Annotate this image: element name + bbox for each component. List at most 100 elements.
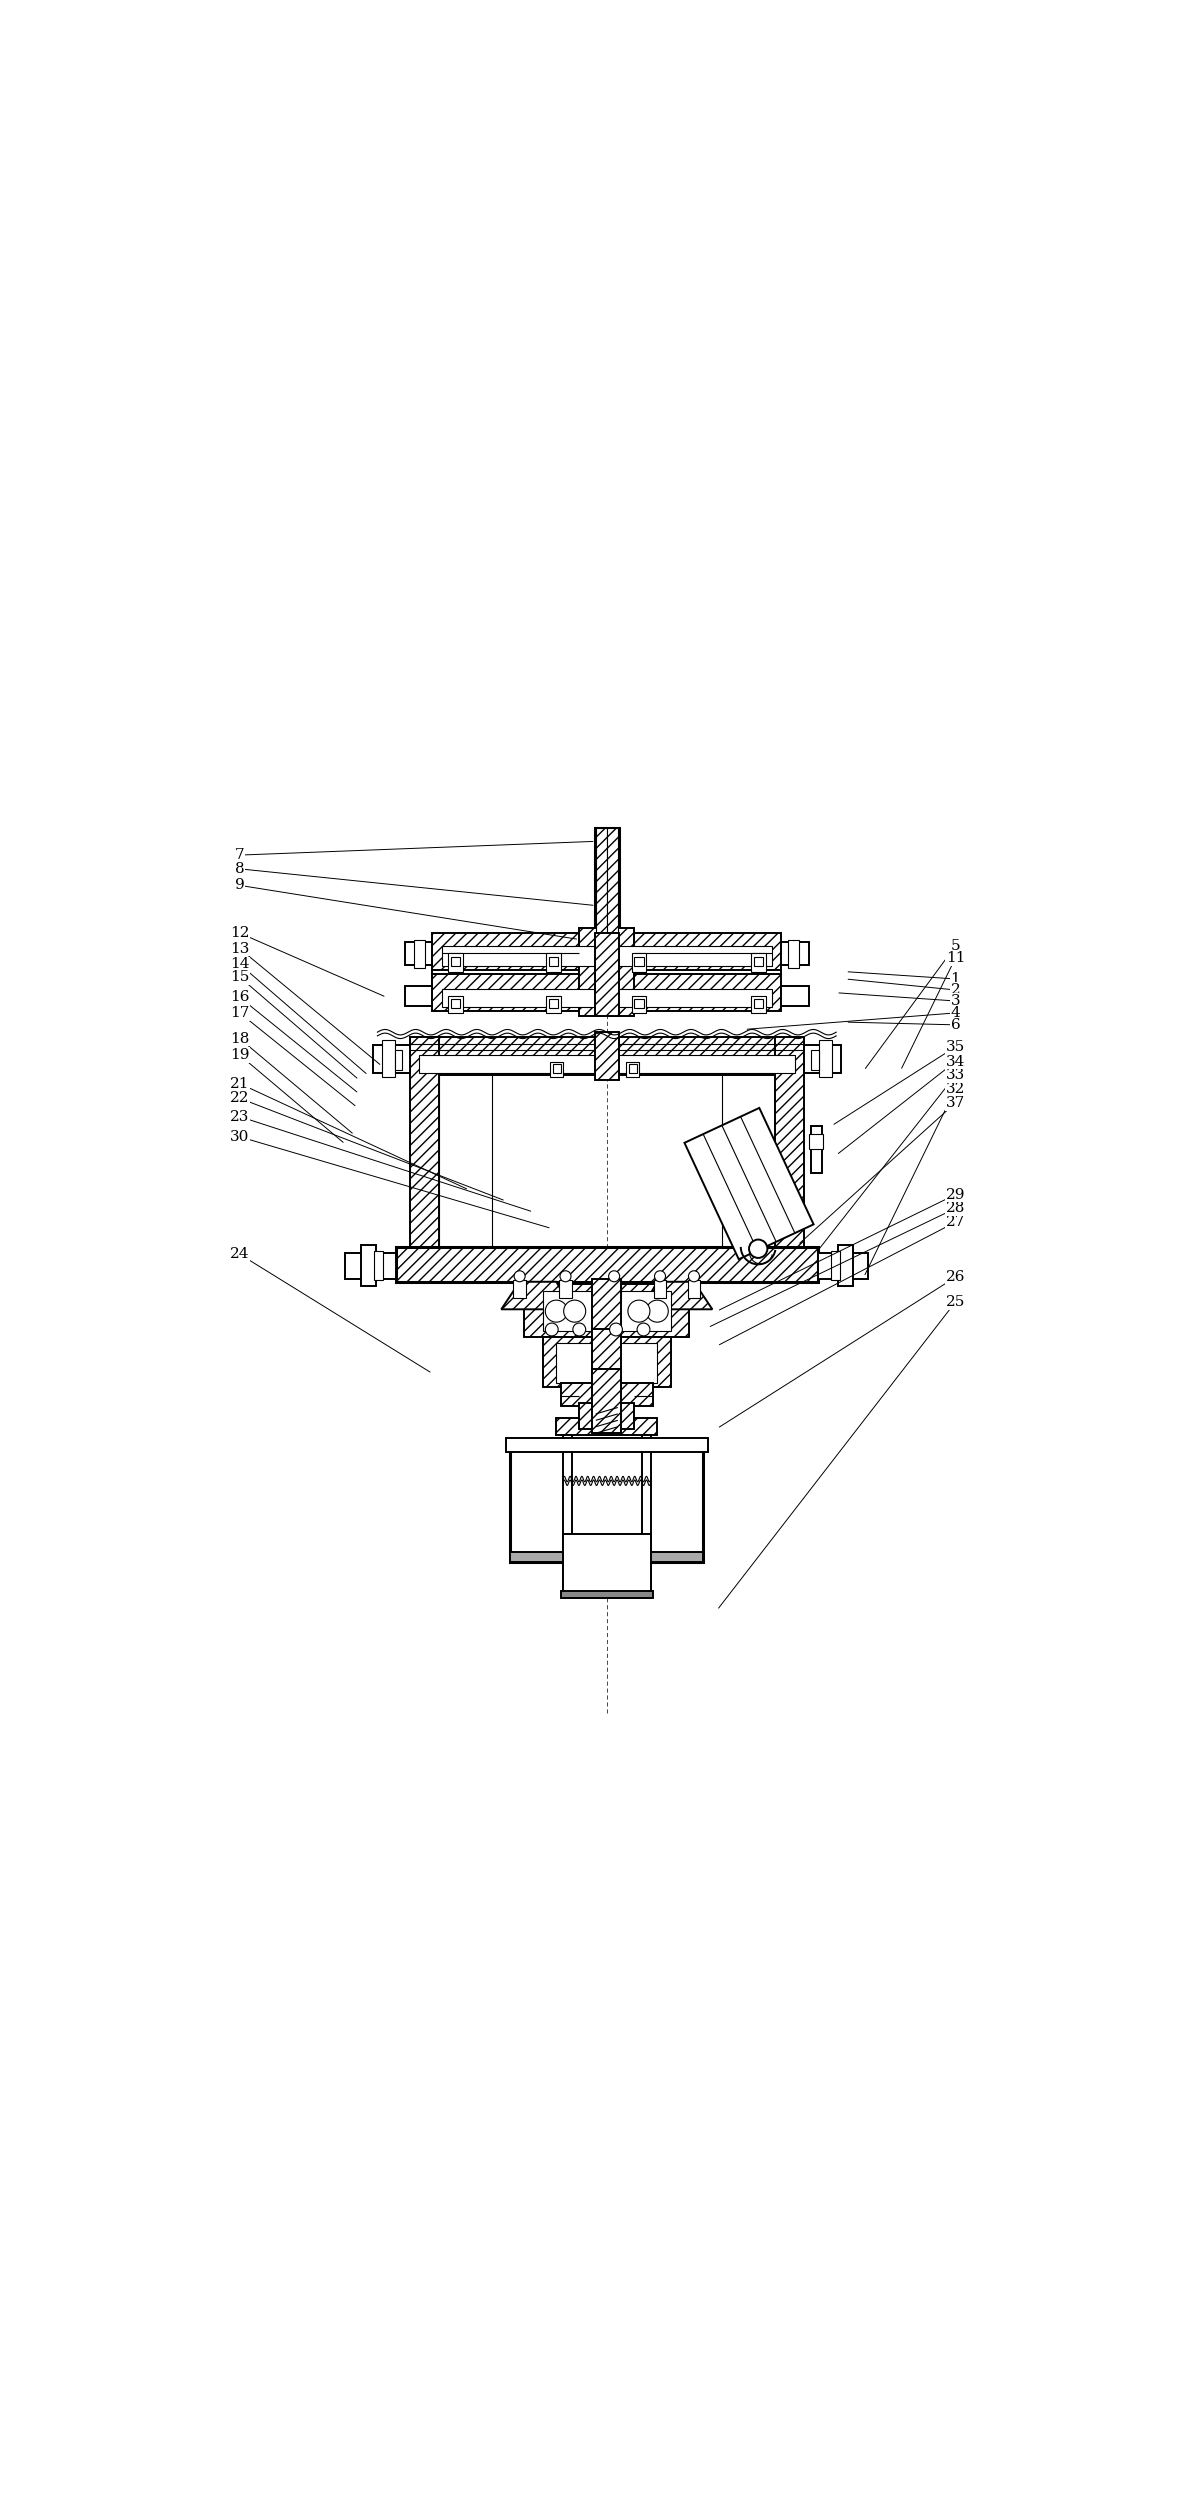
- Text: 1: 1: [951, 973, 960, 985]
- Circle shape: [560, 1270, 571, 1283]
- Bar: [346, 1252, 395, 1280]
- Bar: [451, 958, 461, 965]
- Text: 23: 23: [230, 1109, 250, 1124]
- Bar: [382, 1041, 394, 1076]
- Bar: [394, 1051, 403, 1071]
- Text: 16: 16: [230, 990, 250, 1005]
- Bar: [629, 1063, 637, 1074]
- Circle shape: [546, 1300, 567, 1323]
- Text: 12: 12: [230, 925, 250, 940]
- Text: 33: 33: [946, 1068, 965, 1081]
- Bar: [751, 995, 766, 1013]
- Text: 19: 19: [230, 1048, 250, 1061]
- Bar: [754, 998, 762, 1008]
- Bar: [439, 1036, 493, 1283]
- Bar: [607, 827, 618, 932]
- Text: 13: 13: [230, 942, 250, 955]
- Circle shape: [646, 1300, 668, 1323]
- Bar: [405, 942, 432, 965]
- Text: 6: 6: [951, 1018, 960, 1031]
- Bar: [448, 953, 463, 973]
- Text: 9: 9: [234, 879, 245, 892]
- Bar: [549, 1061, 562, 1076]
- Bar: [549, 958, 558, 965]
- Circle shape: [610, 1323, 623, 1336]
- Bar: [631, 995, 646, 1013]
- Bar: [592, 1280, 622, 1341]
- Circle shape: [655, 1270, 665, 1283]
- Text: 35: 35: [946, 1041, 965, 1053]
- Bar: [754, 970, 781, 975]
- Bar: [556, 1343, 657, 1383]
- Bar: [542, 1336, 671, 1389]
- Bar: [592, 1368, 622, 1434]
- Bar: [374, 1250, 382, 1280]
- Bar: [405, 985, 432, 1005]
- Circle shape: [564, 1300, 586, 1323]
- Polygon shape: [684, 1109, 813, 1260]
- Circle shape: [637, 1323, 650, 1336]
- Bar: [579, 965, 605, 1016]
- Bar: [546, 953, 561, 973]
- Bar: [609, 927, 635, 975]
- Bar: [414, 940, 425, 968]
- Text: 11: 11: [946, 950, 965, 965]
- Circle shape: [546, 1323, 558, 1336]
- Text: 7: 7: [234, 849, 245, 862]
- Bar: [721, 1036, 774, 1283]
- Bar: [642, 1434, 651, 1598]
- Bar: [579, 927, 605, 975]
- Bar: [579, 1404, 635, 1429]
- Bar: [781, 942, 809, 965]
- Bar: [395, 1247, 818, 1283]
- Text: 15: 15: [230, 970, 250, 985]
- Text: 24: 24: [230, 1247, 250, 1260]
- Circle shape: [573, 1323, 586, 1336]
- Bar: [442, 988, 772, 1008]
- Bar: [432, 975, 781, 1011]
- Bar: [838, 1245, 852, 1285]
- Bar: [542, 1290, 671, 1331]
- Bar: [819, 1041, 831, 1076]
- Text: 27: 27: [946, 1215, 965, 1230]
- Bar: [804, 1046, 841, 1074]
- Bar: [510, 1552, 703, 1562]
- Bar: [594, 827, 619, 932]
- Bar: [609, 965, 635, 1016]
- Bar: [654, 1280, 667, 1298]
- Bar: [809, 1134, 823, 1149]
- Text: 14: 14: [230, 958, 250, 970]
- Bar: [451, 998, 461, 1008]
- Circle shape: [609, 1270, 619, 1283]
- Text: 8: 8: [234, 862, 245, 877]
- Circle shape: [688, 1270, 700, 1283]
- Bar: [607, 1280, 620, 1298]
- Bar: [811, 1051, 819, 1071]
- Bar: [594, 932, 619, 1016]
- Circle shape: [514, 1270, 526, 1283]
- Text: 3: 3: [951, 993, 960, 1008]
- Text: 21: 21: [230, 1076, 250, 1091]
- Bar: [525, 1283, 689, 1336]
- Bar: [831, 1250, 839, 1280]
- Bar: [442, 945, 772, 965]
- Text: 30: 30: [230, 1129, 250, 1144]
- Text: 18: 18: [230, 1031, 250, 1046]
- Bar: [448, 995, 463, 1013]
- Bar: [789, 940, 799, 968]
- Bar: [559, 1280, 572, 1298]
- Bar: [818, 1252, 868, 1280]
- Bar: [635, 998, 644, 1008]
- Bar: [553, 1063, 561, 1074]
- Bar: [410, 1036, 439, 1283]
- Bar: [432, 932, 781, 970]
- Bar: [561, 1590, 652, 1598]
- Bar: [626, 1061, 639, 1076]
- Bar: [546, 995, 561, 1013]
- Bar: [688, 1280, 701, 1298]
- Bar: [562, 1535, 651, 1598]
- Bar: [592, 1331, 622, 1391]
- Text: 28: 28: [946, 1202, 965, 1215]
- Bar: [811, 1126, 822, 1174]
- Circle shape: [749, 1240, 767, 1257]
